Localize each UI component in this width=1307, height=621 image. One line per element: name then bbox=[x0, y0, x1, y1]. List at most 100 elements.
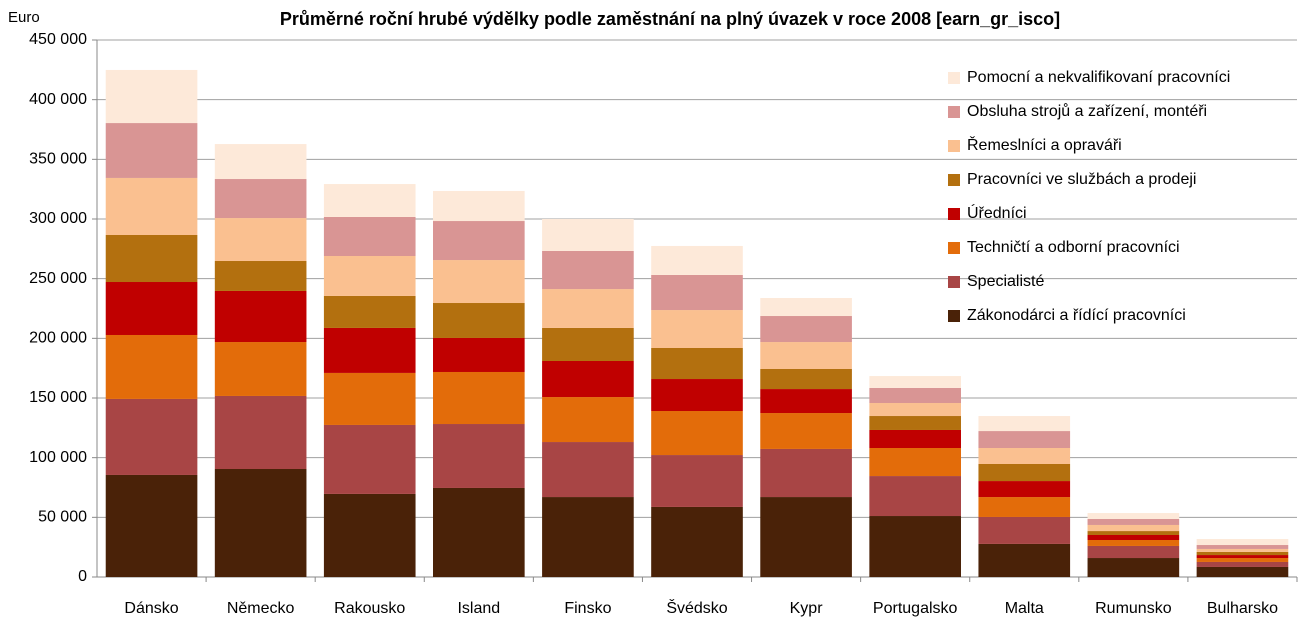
bar-segment bbox=[1196, 566, 1289, 577]
y-tick-label: 100 000 bbox=[29, 449, 87, 466]
legend-swatch bbox=[948, 276, 960, 288]
legend-label: Pracovníci ve službách a prodeji bbox=[967, 171, 1196, 188]
x-tick-label: Švédsko bbox=[666, 598, 727, 617]
y-tick-label: 250 000 bbox=[29, 270, 87, 287]
bar-segment bbox=[105, 69, 198, 124]
bar-segment bbox=[760, 316, 852, 343]
y-tick-label: 150 000 bbox=[29, 389, 87, 406]
bar-segment bbox=[433, 487, 525, 577]
bar-segment bbox=[760, 297, 852, 317]
bar-segment bbox=[542, 361, 634, 398]
bar-segment bbox=[214, 179, 307, 219]
legend-label: Specialisté bbox=[967, 273, 1044, 290]
bar-segment bbox=[105, 234, 198, 283]
bar-segment bbox=[978, 543, 1071, 577]
bar-segment bbox=[105, 474, 198, 577]
bar-segment bbox=[433, 260, 525, 304]
bar-segment bbox=[542, 442, 634, 498]
bar-segment bbox=[760, 448, 852, 498]
bar-segment bbox=[433, 190, 525, 222]
y-tick-label: 350 000 bbox=[29, 151, 87, 168]
bar-segment bbox=[651, 245, 743, 275]
bar-segment bbox=[323, 493, 416, 577]
legend-label: Zákonodárci a řídící pracovníci bbox=[967, 307, 1186, 324]
legend-swatch bbox=[948, 310, 960, 322]
bar-segment bbox=[760, 413, 852, 449]
bar-segment bbox=[1196, 539, 1289, 546]
bar-segment bbox=[1196, 561, 1289, 567]
bar-segment bbox=[651, 274, 743, 311]
bar-segment bbox=[214, 469, 307, 577]
bar-segment bbox=[651, 506, 743, 577]
bar-segment bbox=[105, 398, 198, 475]
bar-segment bbox=[1087, 524, 1180, 532]
bar-segment bbox=[323, 216, 416, 256]
bar-segment bbox=[323, 372, 416, 425]
bar-segment bbox=[869, 403, 961, 417]
bar-segment bbox=[105, 177, 198, 235]
legend-label: Úředníci bbox=[967, 203, 1027, 222]
x-tick-label: Finsko bbox=[564, 600, 611, 617]
bar-segment bbox=[1087, 519, 1180, 525]
bar-segment bbox=[1196, 545, 1289, 549]
bar-segment bbox=[760, 369, 852, 390]
bar-segment bbox=[542, 497, 634, 577]
bar-segment bbox=[651, 411, 743, 456]
bar-segment bbox=[323, 295, 416, 328]
bar-segment bbox=[214, 144, 307, 180]
bar-segment bbox=[323, 424, 416, 494]
bar-segment bbox=[869, 416, 961, 430]
bar-segment bbox=[978, 497, 1071, 517]
bar-segment bbox=[1087, 540, 1180, 546]
bar-segment bbox=[1087, 534, 1180, 541]
legend-label: Techničtí a odborní pracovníci bbox=[967, 239, 1180, 256]
bar-segment bbox=[323, 255, 416, 296]
x-tick-label: Bulharsko bbox=[1207, 600, 1278, 617]
bar-segment bbox=[214, 218, 307, 262]
bar-segment bbox=[542, 397, 634, 443]
bar-segment bbox=[433, 303, 525, 338]
bar-segment bbox=[105, 282, 198, 335]
bar-segment bbox=[105, 334, 198, 399]
bar-segment bbox=[869, 476, 961, 517]
bar-segment bbox=[214, 261, 307, 291]
bar-segment bbox=[1196, 558, 1289, 562]
bar-segment bbox=[105, 123, 198, 178]
bar-segment bbox=[542, 327, 634, 362]
y-tick-label: 300 000 bbox=[29, 210, 87, 227]
y-axis-label: Euro bbox=[8, 9, 40, 26]
bar-segment bbox=[433, 371, 525, 425]
legend-swatch bbox=[948, 140, 960, 152]
bar-segment bbox=[760, 497, 852, 577]
x-tick-label: Kypr bbox=[790, 600, 824, 617]
bar-segment bbox=[978, 416, 1071, 432]
y-tick-label: 0 bbox=[78, 568, 87, 585]
bar-segment bbox=[978, 448, 1071, 464]
legend-swatch bbox=[948, 174, 960, 186]
legend-label: Řemeslníci a opraváři bbox=[967, 135, 1122, 154]
x-tick-label: Rakousko bbox=[334, 600, 405, 617]
bar-segment bbox=[542, 250, 634, 290]
bar-segment bbox=[1087, 558, 1180, 577]
bar-segment bbox=[978, 481, 1071, 498]
x-tick-label: Portugalsko bbox=[873, 600, 958, 617]
legend-swatch bbox=[948, 72, 960, 84]
bar-segment bbox=[542, 289, 634, 328]
legend-label: Obsluha strojů a zařízení, montéři bbox=[967, 102, 1207, 120]
bar-segment bbox=[323, 184, 416, 217]
bar-segment bbox=[651, 379, 743, 412]
bar-segment bbox=[1196, 548, 1289, 552]
y-tick-label: 50 000 bbox=[38, 509, 87, 526]
bar-segment bbox=[760, 342, 852, 370]
bar-segment bbox=[1087, 545, 1180, 559]
bar-segment bbox=[323, 327, 416, 373]
x-tick-label: Německo bbox=[227, 600, 295, 617]
bar-segment bbox=[869, 516, 961, 577]
bar-segment bbox=[869, 429, 961, 449]
bar-segment bbox=[433, 424, 525, 488]
bar-segment bbox=[433, 221, 525, 261]
legend-swatch bbox=[948, 208, 960, 220]
x-tick-label: Malta bbox=[1005, 600, 1044, 617]
bar-segment bbox=[869, 376, 961, 388]
